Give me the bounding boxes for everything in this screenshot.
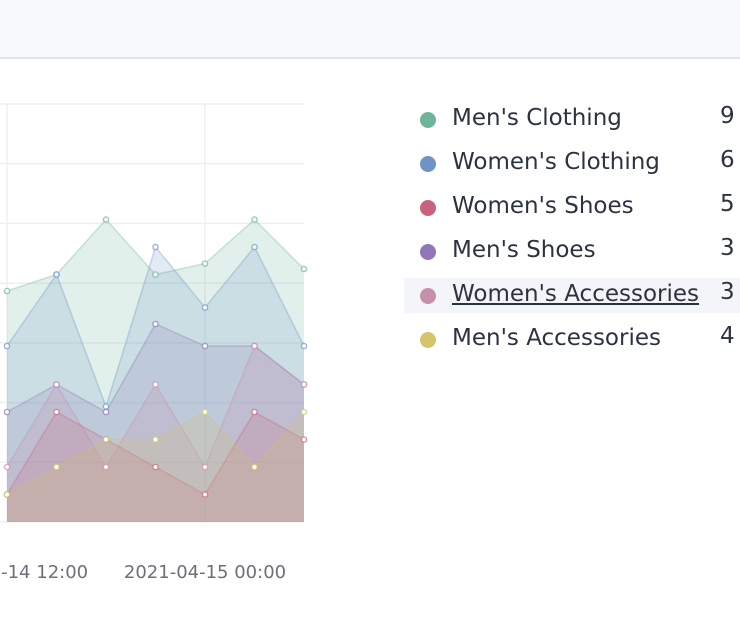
legend-item-womens-shoes[interactable]: Women's Shoes 5 [404,190,740,225]
legend-label: Men's Accessories [452,325,661,351]
legend-label: Women's Shoes [452,193,634,219]
chart-legend: Men's Clothing 9 Women's Clothing 6 Wome… [404,102,740,366]
data-point [152,381,159,388]
legend-value: 5 [720,191,735,217]
data-point [3,408,11,416]
data-point [53,271,60,278]
data-point [201,342,209,350]
data-point [3,463,11,471]
data-point [3,287,11,295]
data-point [152,463,159,471]
data-point [300,342,308,350]
x-axis: 2021-04-14 12:00 2021-04-15 00:00 [0,562,286,583]
data-point [102,403,110,410]
data-point [251,463,258,471]
legend-value: 6 [720,147,735,173]
legend-item-mens-accessories[interactable]: Men's Accessories 4 [404,322,740,357]
data-point [251,243,258,251]
data-point [300,408,308,416]
data-point [102,463,110,471]
data-point [300,436,308,443]
legend-value: 4 [720,323,735,349]
data-point [300,265,308,273]
data-point [201,491,209,498]
chart-grid [0,103,304,523]
legend-item-mens-clothing[interactable]: Men's Clothing 9 [404,102,740,137]
series-area [7,324,304,522]
data-point [251,216,258,223]
data-point [53,408,60,416]
data-point [152,320,159,328]
chart-series-markers [3,216,308,498]
data-point [102,436,110,443]
data-point [102,216,110,223]
data-point [102,408,110,416]
chart-series-areas [6,218,305,522]
legend-value: 9 [720,103,735,129]
legend-item-womens-accessories[interactable]: Women's Accessories 3 [404,278,740,313]
legend-label: Women's Accessories [452,281,700,307]
x-tick-label: 2021-04-14 12:00 [0,562,88,583]
legend-label: Men's Clothing [452,105,622,131]
data-point [251,342,258,350]
data-point [201,408,209,416]
legend-label: Women's Clothing [452,149,660,175]
data-point [251,408,258,416]
series-area [7,346,304,522]
legend-color-dot [420,332,436,348]
data-point [152,436,159,443]
data-point [300,381,308,388]
data-point [3,491,11,498]
series-area [7,219,304,522]
legend-label: Men's Shoes [452,237,596,263]
legend-color-dot [420,244,436,260]
legend-value: 3 [720,235,735,261]
data-point [152,243,159,251]
data-point [152,271,159,278]
data-point [201,463,209,471]
legend-color-dot [420,288,436,304]
data-point [201,304,209,311]
header-bar [0,0,740,59]
legend-item-womens-clothing[interactable]: Women's Clothing 6 [404,146,740,181]
x-tick-label: 2021-04-15 00:00 [124,562,286,583]
legend-value: 3 [720,279,735,305]
legend-item-mens-shoes[interactable]: Men's Shoes 3 [404,234,740,269]
data-point [201,260,209,267]
legend-color-dot [420,112,436,128]
legend-color-dot [420,200,436,216]
data-point [53,463,60,471]
data-point [53,381,60,388]
data-point [3,342,11,350]
legend-color-dot [420,156,436,172]
